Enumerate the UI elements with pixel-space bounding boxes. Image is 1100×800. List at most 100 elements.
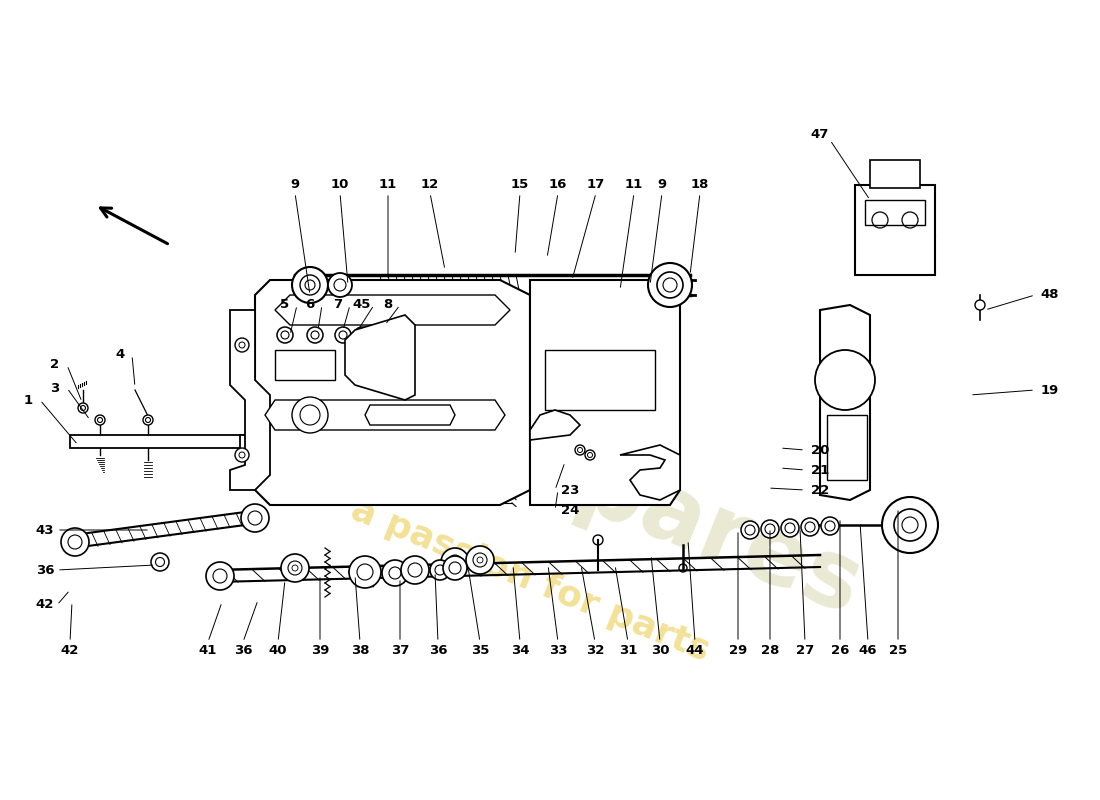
Polygon shape <box>345 315 415 400</box>
Circle shape <box>575 445 585 455</box>
Text: 1: 1 <box>23 394 33 406</box>
Polygon shape <box>530 280 680 505</box>
Circle shape <box>336 327 351 343</box>
Bar <box>865 200 925 225</box>
Text: 12: 12 <box>421 178 439 191</box>
Text: 9: 9 <box>290 178 299 191</box>
Text: 43: 43 <box>35 523 54 537</box>
Text: 28: 28 <box>761 643 779 657</box>
Text: 36: 36 <box>429 643 448 657</box>
Text: 27: 27 <box>796 643 814 657</box>
Text: 2: 2 <box>51 358 59 371</box>
Circle shape <box>466 546 494 574</box>
Text: 41: 41 <box>199 643 217 657</box>
Text: 22: 22 <box>811 483 829 497</box>
Text: 3: 3 <box>51 382 59 394</box>
Bar <box>827 415 867 480</box>
Text: 16: 16 <box>549 178 568 191</box>
Polygon shape <box>295 275 690 295</box>
Circle shape <box>60 528 89 556</box>
Circle shape <box>402 556 429 584</box>
Circle shape <box>815 350 875 410</box>
Bar <box>855 185 935 275</box>
Text: 34: 34 <box>510 643 529 657</box>
Bar <box>275 350 336 380</box>
Text: 36: 36 <box>233 643 252 657</box>
Polygon shape <box>255 280 530 505</box>
Circle shape <box>235 338 249 352</box>
Text: 11: 11 <box>378 178 397 191</box>
Circle shape <box>354 327 370 343</box>
Text: 18: 18 <box>691 178 710 191</box>
Circle shape <box>307 327 323 343</box>
Circle shape <box>235 448 249 462</box>
Polygon shape <box>70 435 330 448</box>
Circle shape <box>241 504 270 532</box>
Circle shape <box>328 273 352 297</box>
Text: 36: 36 <box>35 563 54 577</box>
Text: 9: 9 <box>658 178 667 191</box>
Text: 40: 40 <box>268 643 287 657</box>
Circle shape <box>349 556 381 588</box>
Text: 29: 29 <box>729 643 747 657</box>
Text: 47: 47 <box>811 129 829 142</box>
Polygon shape <box>620 445 680 500</box>
Text: 38: 38 <box>351 643 370 657</box>
Text: 4: 4 <box>116 349 124 362</box>
Circle shape <box>292 397 328 433</box>
Text: 8: 8 <box>384 298 393 311</box>
Bar <box>544 350 654 410</box>
Text: 42: 42 <box>36 598 54 611</box>
Text: 45: 45 <box>353 298 371 311</box>
Bar <box>870 160 920 188</box>
Circle shape <box>975 300 984 310</box>
Text: 35: 35 <box>471 643 490 657</box>
Polygon shape <box>265 400 505 430</box>
Text: 39: 39 <box>311 643 329 657</box>
Text: 10: 10 <box>331 178 349 191</box>
Circle shape <box>143 415 153 425</box>
Text: 7: 7 <box>333 298 342 311</box>
Text: 15: 15 <box>510 178 529 191</box>
Text: 11: 11 <box>625 178 644 191</box>
Text: 17: 17 <box>587 178 605 191</box>
Text: 25: 25 <box>889 643 908 657</box>
Text: 48: 48 <box>1041 289 1059 302</box>
Text: 46: 46 <box>859 643 878 657</box>
Circle shape <box>882 497 938 553</box>
Text: 42: 42 <box>60 643 79 657</box>
Text: 30: 30 <box>651 643 669 657</box>
Circle shape <box>441 548 469 576</box>
Circle shape <box>377 322 393 338</box>
Circle shape <box>648 263 692 307</box>
Bar <box>250 440 305 450</box>
Polygon shape <box>240 435 330 455</box>
Polygon shape <box>530 410 580 440</box>
Polygon shape <box>230 310 270 490</box>
Circle shape <box>280 554 309 582</box>
Circle shape <box>95 415 104 425</box>
Text: 37: 37 <box>390 643 409 657</box>
Text: a passion for parts: a passion for parts <box>345 492 714 668</box>
Text: eurospares: eurospares <box>286 326 874 634</box>
Circle shape <box>151 553 169 571</box>
Text: 33: 33 <box>549 643 568 657</box>
Circle shape <box>781 519 799 537</box>
Text: 32: 32 <box>586 643 604 657</box>
Text: 31: 31 <box>619 643 637 657</box>
Circle shape <box>292 267 328 303</box>
Circle shape <box>443 556 468 580</box>
Text: 19: 19 <box>1041 383 1059 397</box>
Circle shape <box>382 560 408 586</box>
Text: 23: 23 <box>561 483 580 497</box>
Text: 5: 5 <box>280 298 289 311</box>
Circle shape <box>585 450 595 460</box>
Text: 26: 26 <box>830 643 849 657</box>
Circle shape <box>277 327 293 343</box>
Circle shape <box>430 560 450 580</box>
Text: 20: 20 <box>811 443 829 457</box>
Polygon shape <box>820 305 870 500</box>
Circle shape <box>821 517 839 535</box>
Circle shape <box>761 520 779 538</box>
Text: 6: 6 <box>306 298 315 311</box>
